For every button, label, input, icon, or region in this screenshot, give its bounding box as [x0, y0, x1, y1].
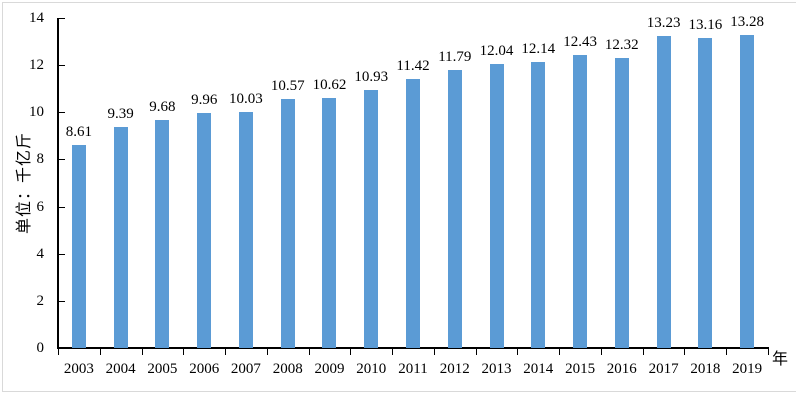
y-tick-mark — [58, 254, 65, 255]
y-tick-label: 12 — [29, 57, 44, 74]
bar — [657, 36, 671, 348]
x-category-label: 2016 — [606, 361, 637, 377]
data-label: 11.79 — [438, 49, 472, 66]
bar — [197, 113, 211, 348]
x-tick-mark — [684, 349, 685, 355]
x-tick-mark — [58, 349, 59, 355]
y-tick-mark — [58, 65, 65, 66]
bar — [740, 35, 754, 348]
y-tick-label: 0 — [36, 340, 45, 356]
data-label: 13.23 — [646, 15, 681, 32]
x-tick-mark — [601, 349, 602, 355]
bar — [573, 55, 587, 348]
y-tick-label: 8 — [36, 151, 45, 168]
x-category-label: 2011 — [398, 361, 428, 377]
bar — [364, 90, 378, 348]
data-label: 11.42 — [396, 57, 430, 74]
data-label: 12.32 — [604, 36, 639, 53]
data-label: 10.03 — [229, 90, 263, 107]
x-tick-mark — [225, 349, 226, 355]
y-tick-label: 14 — [29, 10, 44, 26]
x-tick-mark — [350, 349, 351, 355]
x-category-label: 2012 — [439, 361, 470, 377]
y-tick-mark — [58, 159, 65, 160]
x-tick-mark — [726, 349, 727, 355]
bar — [155, 119, 169, 348]
x-category-label: 2014 — [523, 361, 554, 377]
bar — [490, 64, 504, 348]
x-tick-mark — [267, 349, 268, 355]
y-axis-title: 单位：千亿斤 — [16, 131, 33, 235]
x-tick-mark — [643, 349, 644, 355]
x-tick-mark — [142, 349, 143, 355]
x-tick-mark — [100, 349, 101, 355]
x-category-label: 2004 — [105, 361, 136, 377]
x-tick-mark — [517, 349, 518, 355]
bar — [698, 37, 712, 348]
x-category-label: 2005 — [147, 361, 178, 377]
bar — [615, 57, 629, 348]
x-tick-mark — [559, 349, 560, 355]
data-label: 10.57 — [270, 77, 305, 94]
x-tick-mark — [309, 349, 310, 355]
x-category-label: 2009 — [314, 361, 345, 377]
y-tick-label: 4 — [36, 245, 45, 262]
data-label: 12.14 — [521, 40, 556, 57]
y-tick-label: 2 — [36, 292, 45, 309]
bar — [72, 145, 86, 348]
data-label: 9.68 — [149, 98, 176, 115]
bar — [406, 78, 420, 348]
x-tick-mark — [434, 349, 435, 355]
x-category-label: 2019 — [732, 361, 763, 377]
x-category-label: 2015 — [565, 361, 596, 377]
x-axis-title: 年 — [772, 351, 789, 368]
x-category-label: 2008 — [272, 361, 303, 377]
bar — [114, 126, 128, 348]
bar — [531, 61, 545, 348]
x-category-label: 2010 — [356, 361, 387, 377]
data-label: 10.62 — [312, 76, 347, 93]
bar — [239, 111, 253, 348]
y-tick-mark — [58, 207, 65, 208]
bar — [281, 98, 295, 348]
x-tick-mark — [768, 349, 769, 355]
data-label: 13.16 — [688, 16, 723, 33]
y-tick-mark — [58, 301, 65, 302]
y-axis-line — [57, 18, 59, 349]
y-tick-label: 6 — [36, 198, 45, 215]
chart-frame-border-top — [2, 2, 796, 3]
bar — [448, 70, 462, 348]
x-category-label: 2007 — [230, 361, 261, 377]
x-category-label: 2018 — [690, 361, 721, 377]
data-label: 12.43 — [563, 34, 597, 50]
x-category-label: 2003 — [63, 361, 94, 377]
chart-frame-border-left — [2, 2, 3, 392]
chart-frame-border-bottom — [2, 391, 796, 392]
data-label: 13.28 — [730, 14, 764, 30]
x-category-label: 2017 — [648, 361, 679, 377]
y-tick-mark — [58, 18, 65, 19]
data-label: 9.39 — [107, 105, 134, 122]
bar — [322, 97, 336, 348]
data-label: 8.61 — [65, 124, 93, 141]
data-label: 10.93 — [354, 69, 389, 86]
x-category-label: 2006 — [189, 361, 220, 377]
y-tick-mark — [58, 112, 65, 113]
x-tick-mark — [476, 349, 477, 355]
data-label: 12.04 — [479, 43, 514, 60]
x-axis-line — [57, 347, 769, 349]
x-category-label: 2013 — [481, 361, 512, 377]
y-tick-label: 10 — [29, 104, 44, 121]
data-label: 9.96 — [191, 92, 218, 109]
x-tick-mark — [183, 349, 184, 355]
x-tick-mark — [392, 349, 393, 355]
